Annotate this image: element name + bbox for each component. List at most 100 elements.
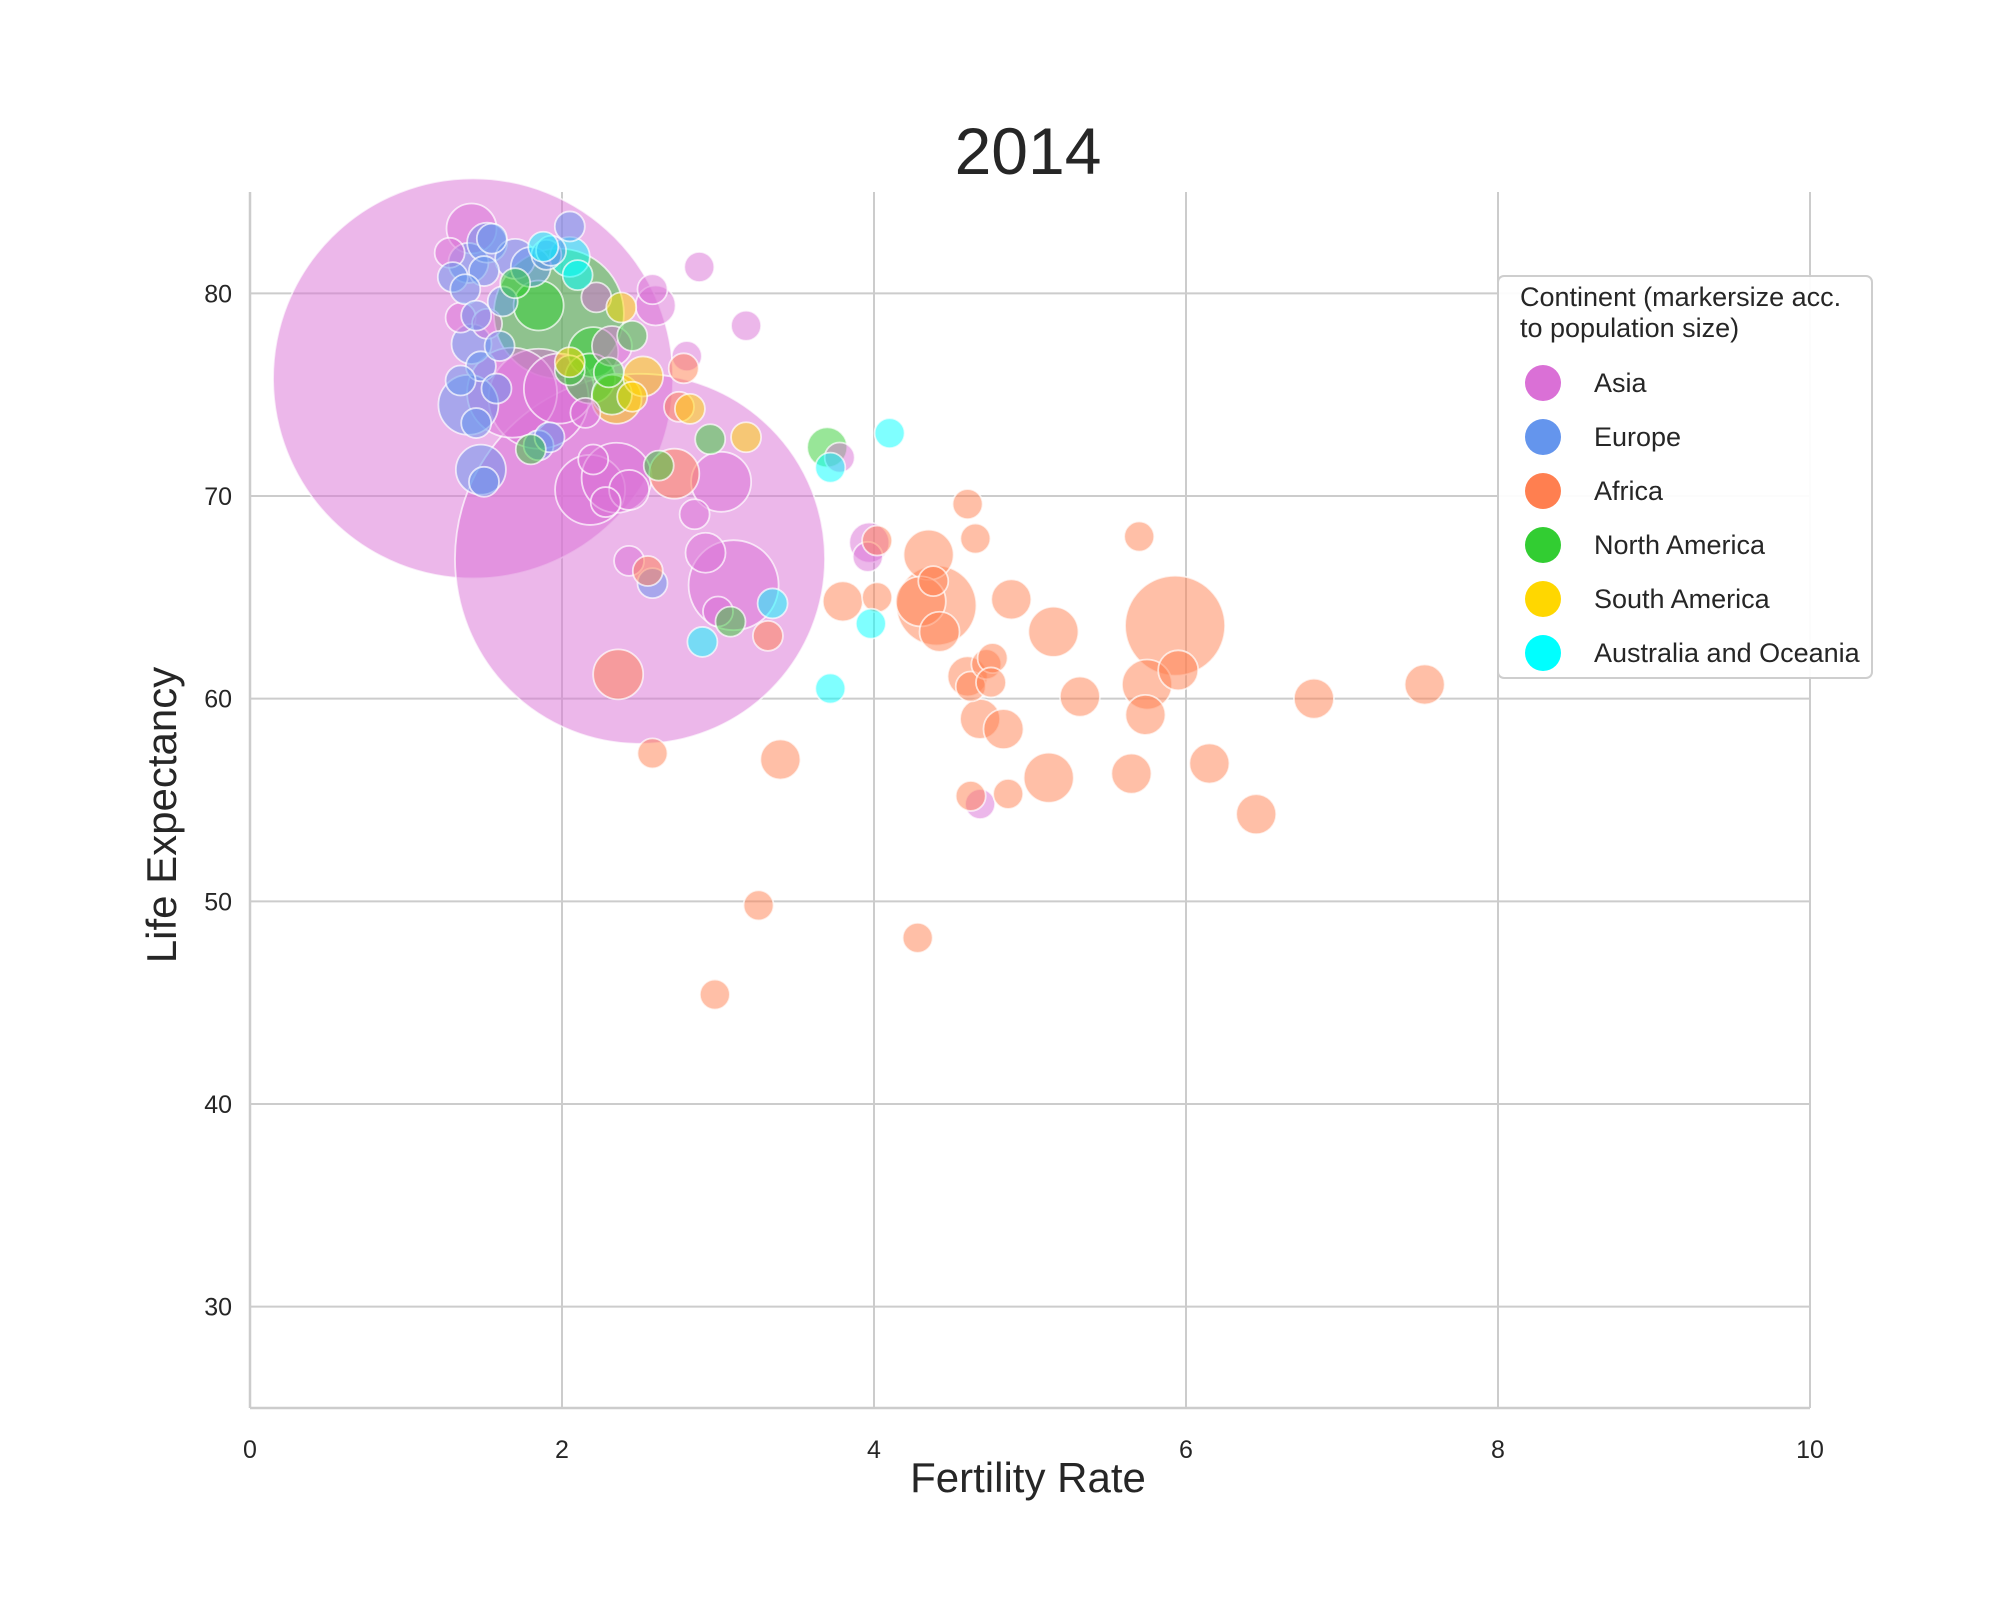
data-point-asia bbox=[569, 397, 602, 429]
legend-label-europe: Europe bbox=[1594, 422, 1681, 452]
data-point-north-america bbox=[514, 433, 547, 466]
data-point-north-america bbox=[694, 423, 727, 456]
data-point-africa bbox=[1059, 675, 1101, 718]
legend-items: Asia Europe Africa North America South Ameri… bbox=[1525, 365, 1861, 671]
data-point-africa bbox=[667, 352, 700, 385]
data-point-africa bbox=[1124, 693, 1167, 736]
data-point-africa bbox=[951, 488, 984, 521]
data-point-africa bbox=[821, 580, 864, 623]
legend-label-south-america: South America bbox=[1594, 584, 1771, 614]
data-point-australia-and-oceania bbox=[873, 417, 906, 450]
legend-label-australia-and-oceania: Australia and Oceania bbox=[1594, 638, 1861, 668]
data-point-africa bbox=[959, 522, 992, 555]
legend-marker-australia-and-oceania bbox=[1525, 635, 1561, 671]
data-point-europe bbox=[483, 330, 516, 362]
data-point-africa bbox=[1022, 751, 1075, 804]
y-tick-label: 30 bbox=[204, 1294, 232, 1322]
x-tick-label: 2 bbox=[555, 1436, 569, 1464]
tick-labels: 0 2 4 6 8 10 30 40 50 60 70 80 bbox=[204, 280, 1824, 1464]
legend-label-asia: Asia bbox=[1594, 368, 1648, 398]
x-tick-label: 10 bbox=[1796, 1436, 1824, 1464]
data-point-asia bbox=[678, 498, 711, 531]
data-point-south-america bbox=[616, 380, 649, 413]
data-point-australia-and-oceania bbox=[561, 259, 594, 291]
data-point-asia bbox=[730, 309, 762, 342]
data-point-asia bbox=[684, 531, 727, 574]
legend-label-africa: Africa bbox=[1594, 476, 1664, 506]
data-point-africa bbox=[742, 889, 775, 922]
legend-title: Continent (markersize acc. to population … bbox=[1520, 282, 1841, 343]
data-point-africa bbox=[1293, 677, 1335, 720]
legend-marker-europe bbox=[1525, 419, 1561, 455]
data-point-south-america bbox=[674, 392, 706, 425]
data-point-south-america bbox=[730, 421, 762, 454]
data-point-europe bbox=[553, 210, 586, 243]
data-point-north-america bbox=[714, 605, 747, 638]
data-point-africa bbox=[752, 619, 784, 652]
data-point-asia bbox=[589, 486, 622, 518]
data-point-africa bbox=[759, 738, 802, 781]
data-points bbox=[272, 177, 1446, 1011]
data-point-europe bbox=[468, 465, 500, 498]
data-point-north-america bbox=[642, 449, 675, 482]
data-point-africa bbox=[1027, 605, 1080, 658]
data-point-south-america bbox=[553, 346, 586, 379]
y-tick-label: 80 bbox=[204, 280, 232, 308]
legend-marker-south-america bbox=[1525, 581, 1561, 617]
x-axis-label: Fertility Rate bbox=[910, 1454, 1146, 1501]
data-point-north-america bbox=[616, 319, 649, 352]
data-point-africa bbox=[992, 778, 1025, 810]
y-tick-label: 50 bbox=[204, 888, 232, 916]
data-point-europe bbox=[460, 407, 493, 439]
data-point-australia-and-oceania bbox=[686, 626, 719, 658]
legend-label-north-america: North America bbox=[1594, 530, 1766, 560]
x-tick-label: 0 bbox=[243, 1436, 257, 1464]
y-tick-label: 40 bbox=[204, 1091, 232, 1119]
data-point-africa bbox=[990, 578, 1033, 621]
data-point-asia bbox=[683, 251, 716, 283]
data-point-africa bbox=[975, 666, 1007, 699]
data-point-africa bbox=[982, 708, 1025, 750]
x-tick-label: 4 bbox=[867, 1436, 881, 1464]
data-point-asia bbox=[636, 273, 669, 306]
y-tick-label: 60 bbox=[204, 686, 232, 714]
chart-title: 2014 bbox=[955, 114, 1102, 188]
x-tick-label: 6 bbox=[1179, 1436, 1193, 1464]
data-point-africa bbox=[901, 921, 934, 954]
data-point-australia-and-oceania bbox=[854, 607, 887, 640]
data-point-africa bbox=[861, 524, 894, 557]
data-point-africa bbox=[698, 978, 731, 1011]
legend-box bbox=[1497, 275, 1873, 679]
data-point-africa bbox=[918, 610, 961, 653]
data-point-australia-and-oceania bbox=[527, 230, 560, 263]
data-point-australia-and-oceania bbox=[756, 587, 789, 620]
data-point-north-america bbox=[592, 356, 625, 389]
y-tick-label: 70 bbox=[204, 483, 232, 511]
data-point-africa bbox=[1188, 742, 1231, 785]
data-point-africa bbox=[1123, 520, 1156, 553]
data-point-asia bbox=[577, 443, 610, 476]
data-point-africa bbox=[1157, 649, 1200, 692]
data-point-africa bbox=[954, 780, 987, 812]
data-point-africa bbox=[592, 648, 645, 701]
data-point-europe bbox=[475, 222, 508, 255]
data-point-south-america bbox=[605, 291, 638, 324]
legend-marker-asia bbox=[1525, 365, 1561, 401]
data-point-africa bbox=[1403, 663, 1446, 706]
data-point-africa bbox=[636, 737, 669, 770]
data-point-north-america bbox=[499, 267, 532, 300]
legend: Continent (markersize acc. to population … bbox=[1497, 275, 1873, 679]
data-point-africa bbox=[1110, 752, 1153, 795]
axis-lines bbox=[248, 192, 1810, 1410]
legend-marker-north-america bbox=[1525, 527, 1561, 563]
data-point-europe bbox=[460, 299, 493, 332]
data-point-africa bbox=[917, 565, 950, 598]
data-point-australia-and-oceania bbox=[814, 451, 847, 484]
data-point-europe bbox=[480, 372, 513, 405]
x-tick-label: 8 bbox=[1491, 1436, 1505, 1464]
data-point-africa bbox=[861, 581, 894, 614]
data-point-europe bbox=[444, 364, 477, 397]
data-point-africa bbox=[1235, 793, 1278, 836]
data-point-australia-and-oceania bbox=[814, 672, 847, 705]
